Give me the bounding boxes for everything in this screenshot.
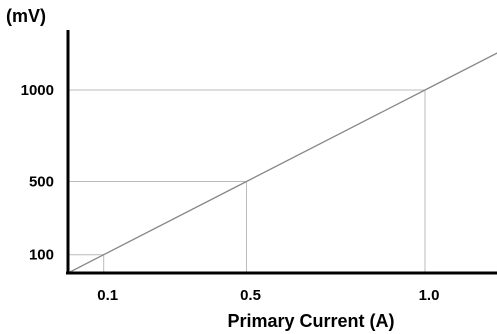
series-group (67, 52, 497, 274)
y-tick-labels: 100 500 1000 (21, 82, 54, 264)
y-tick-label: 1000 (21, 82, 54, 99)
x-axis-label: Primary Current (A) (227, 311, 394, 331)
x-tick-label: 0.5 (240, 287, 261, 304)
series-line-0 (67, 52, 497, 274)
x-tick-label: 1.0 (419, 287, 440, 304)
reference-lines (68, 89, 426, 273)
axes (66, 30, 497, 275)
y-axis-label: (mV) (6, 6, 46, 26)
x-tick-label: 0.1 (97, 287, 118, 304)
x-tick-labels: 0.1 0.5 1.0 (97, 287, 439, 304)
y-tick-label: 500 (29, 174, 54, 191)
y-tick-label: 100 (29, 247, 54, 264)
